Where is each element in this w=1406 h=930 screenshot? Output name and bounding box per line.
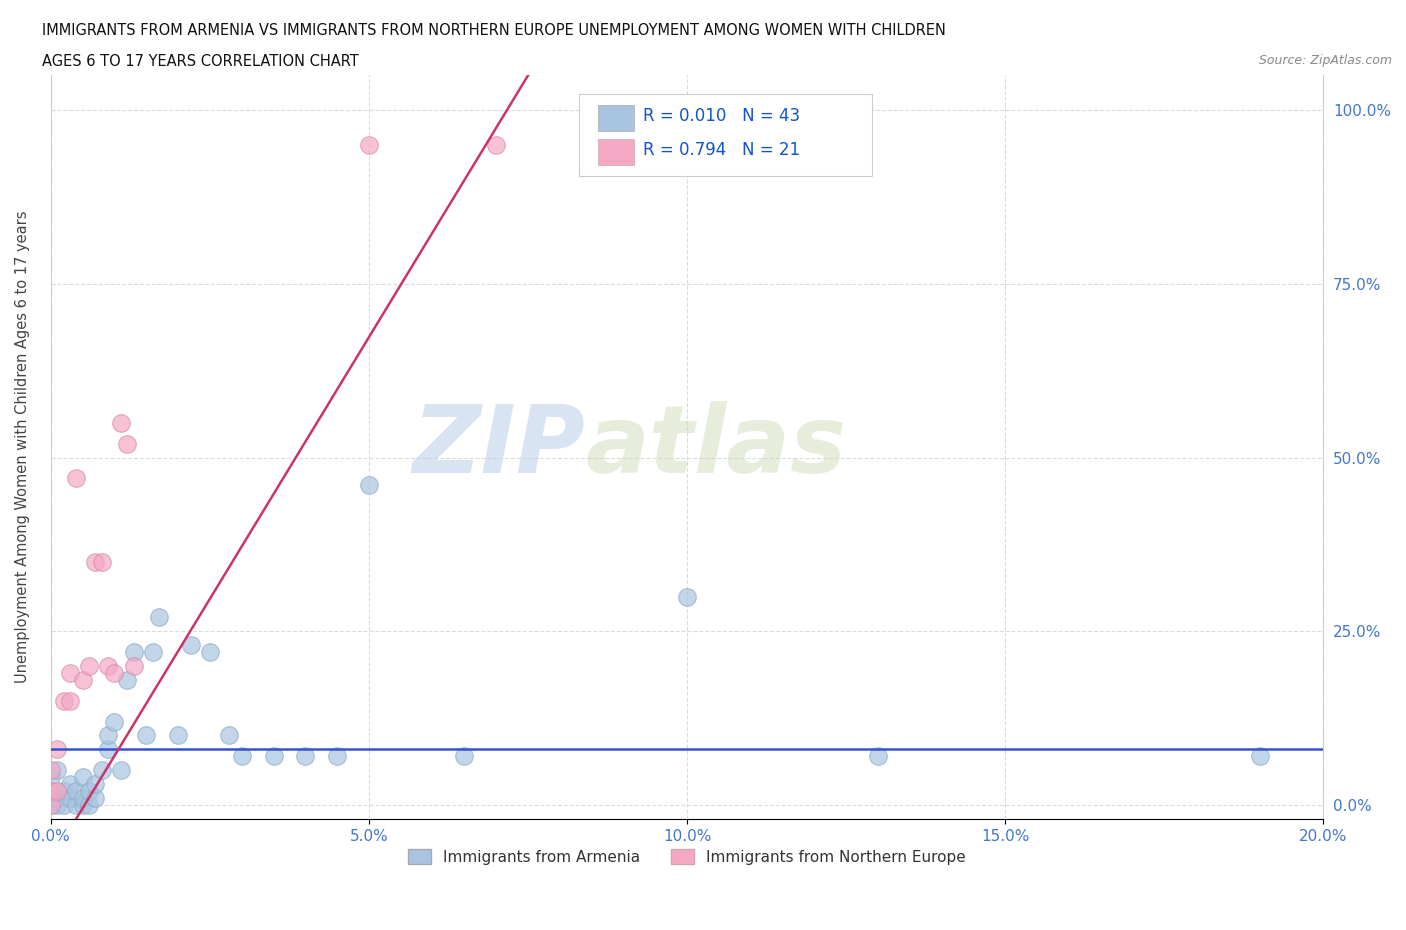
Bar xyxy=(598,105,634,131)
Point xyxy=(84,790,107,805)
Point xyxy=(72,672,94,687)
Point xyxy=(612,102,634,117)
Point xyxy=(59,790,82,805)
Point xyxy=(72,798,94,813)
Point xyxy=(52,798,75,813)
Point xyxy=(52,784,75,799)
Point xyxy=(84,777,107,791)
Point xyxy=(72,790,94,805)
Point xyxy=(453,749,475,764)
Point xyxy=(122,658,145,673)
Point xyxy=(65,798,87,813)
Point xyxy=(122,644,145,659)
Point xyxy=(97,728,120,743)
Text: atlas: atlas xyxy=(585,401,846,493)
Point xyxy=(263,749,285,764)
Bar xyxy=(598,139,634,165)
Point xyxy=(59,693,82,708)
Point xyxy=(1249,749,1271,764)
Point xyxy=(46,763,69,777)
Point xyxy=(65,784,87,799)
Point xyxy=(77,784,100,799)
Point xyxy=(39,784,62,799)
FancyBboxPatch shape xyxy=(579,94,872,176)
Point xyxy=(115,672,138,687)
Text: R = 0.794   N = 21: R = 0.794 N = 21 xyxy=(643,140,800,159)
Point xyxy=(72,770,94,785)
Point xyxy=(110,416,132,431)
Point xyxy=(90,554,112,569)
Point xyxy=(90,763,112,777)
Point xyxy=(115,436,138,451)
Point xyxy=(59,666,82,681)
Point xyxy=(97,658,120,673)
Point xyxy=(77,798,100,813)
Text: ZIP: ZIP xyxy=(412,401,585,493)
Legend: Immigrants from Armenia, Immigrants from Northern Europe: Immigrants from Armenia, Immigrants from… xyxy=(402,843,972,870)
Point xyxy=(326,749,349,764)
Point xyxy=(39,770,62,785)
Point xyxy=(59,777,82,791)
Y-axis label: Unemployment Among Women with Children Ages 6 to 17 years: Unemployment Among Women with Children A… xyxy=(15,211,30,684)
Point xyxy=(46,784,69,799)
Point xyxy=(52,693,75,708)
Point xyxy=(180,638,202,653)
Point xyxy=(218,728,240,743)
Point xyxy=(46,798,69,813)
Point xyxy=(39,784,62,799)
Point xyxy=(46,790,69,805)
Point xyxy=(103,714,125,729)
Point xyxy=(148,610,170,625)
Point xyxy=(103,666,125,681)
Point xyxy=(39,798,62,813)
Point xyxy=(39,763,62,777)
Point xyxy=(46,742,69,757)
Point xyxy=(357,478,380,493)
Point xyxy=(485,138,508,153)
Point xyxy=(142,644,165,659)
Point xyxy=(676,589,699,604)
Point xyxy=(294,749,316,764)
Point xyxy=(65,471,87,485)
Text: Source: ZipAtlas.com: Source: ZipAtlas.com xyxy=(1258,54,1392,67)
Point xyxy=(167,728,190,743)
Point xyxy=(231,749,253,764)
Text: AGES 6 TO 17 YEARS CORRELATION CHART: AGES 6 TO 17 YEARS CORRELATION CHART xyxy=(42,54,359,69)
Point xyxy=(77,658,100,673)
Point xyxy=(135,728,157,743)
Point xyxy=(39,790,62,805)
Point xyxy=(110,763,132,777)
Point xyxy=(866,749,889,764)
Text: R = 0.010   N = 43: R = 0.010 N = 43 xyxy=(643,107,800,126)
Point xyxy=(97,742,120,757)
Point xyxy=(357,138,380,153)
Text: IMMIGRANTS FROM ARMENIA VS IMMIGRANTS FROM NORTHERN EUROPE UNEMPLOYMENT AMONG WO: IMMIGRANTS FROM ARMENIA VS IMMIGRANTS FR… xyxy=(42,23,946,38)
Point xyxy=(39,798,62,813)
Point xyxy=(198,644,221,659)
Point xyxy=(84,554,107,569)
